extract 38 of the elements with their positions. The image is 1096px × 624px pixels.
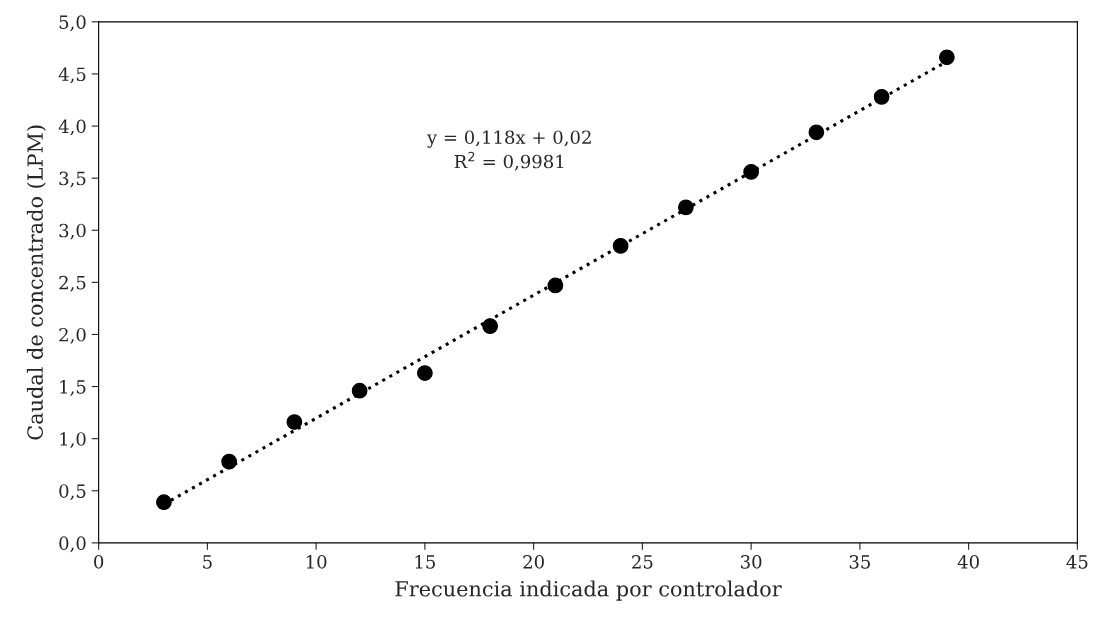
y-tick-label: 0,5 [59,484,86,501]
x-tick-label: 40 [957,555,979,569]
x-tick-label: 15 [415,555,435,569]
y-tick-label: 2,0 [59,327,86,344]
point [547,277,564,294]
point [873,89,890,105]
point [156,494,172,511]
y-tick-label: 5,0 [59,15,86,32]
y-tick-label: 3,0 [59,223,86,240]
point [351,382,368,399]
x-tick-label: 35 [849,555,870,569]
x-axis-title: Frecuencia indicada por controlador [395,580,782,601]
y-axis-title: Caudal de concentrado (LPM) [26,125,46,440]
y-tick-label: 1,5 [60,380,86,396]
x-tick-label: 25 [632,555,653,569]
x-tick-label: 20 [523,555,544,569]
point [678,199,694,216]
y-tick-label: 1,0 [60,432,86,448]
y-tick-label: 3,5 [59,171,86,188]
point [482,318,498,334]
point [221,453,238,470]
point [939,49,955,66]
y-tick-label: 4,5 [58,67,86,84]
x-tick-label: 45 [1066,555,1088,569]
x-tick-label: 30 [741,555,762,569]
point [286,414,303,430]
y-tick-label: 4,0 [58,119,86,136]
x-tick-label: 10 [306,555,327,569]
y-tick-label: 2,5 [59,275,86,292]
point [808,124,825,141]
annotation: R$^{2}$ = 0,9981 [454,151,564,171]
y-tick-label: 0,0 [59,536,86,553]
x-tick-label: 5 [203,555,212,569]
point [743,164,759,180]
point [612,238,629,254]
point [417,365,433,381]
x-tick-label: 0 [94,555,104,569]
annotation: y = 0,118x + 0,02 [426,130,591,148]
